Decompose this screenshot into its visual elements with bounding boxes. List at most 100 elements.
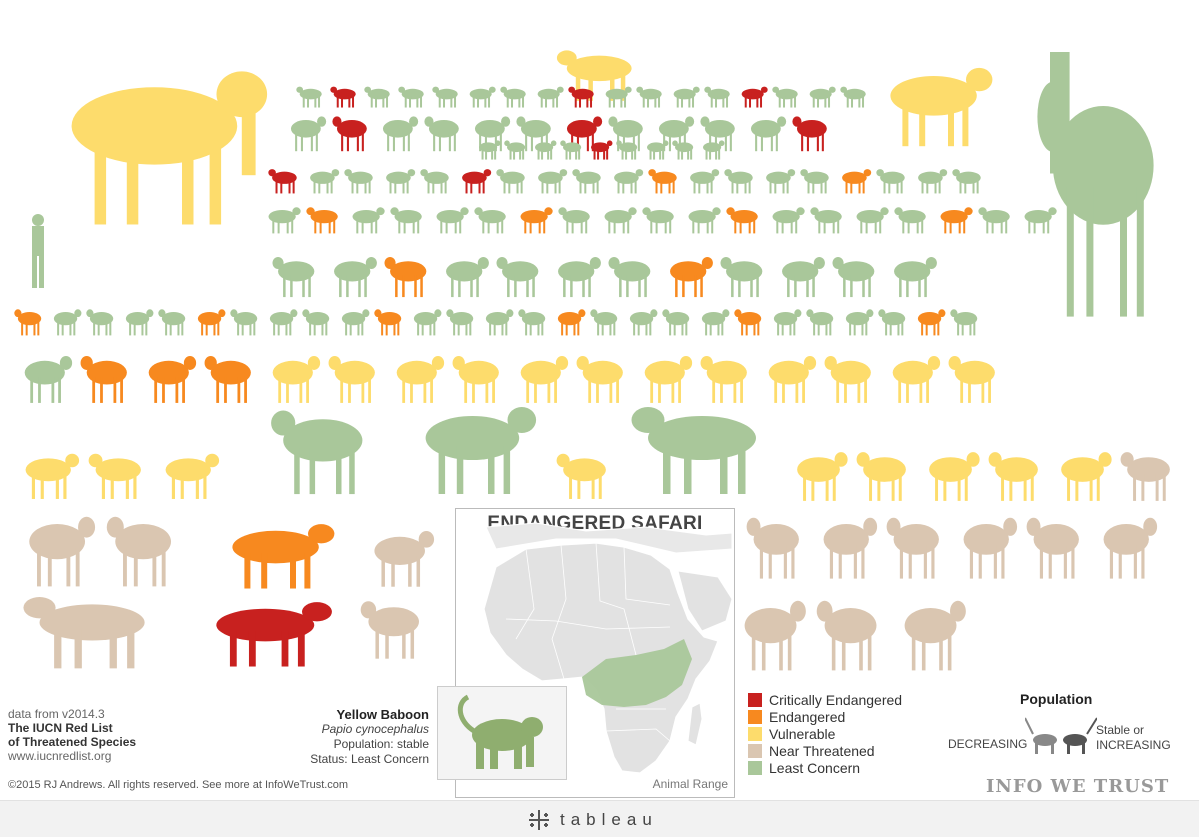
animal-silhouette[interactable] — [496, 169, 525, 194]
animal-silhouette[interactable] — [1026, 517, 1079, 579]
animal-silhouette[interactable] — [29, 516, 96, 587]
animal-silhouette[interactable] — [88, 453, 141, 499]
animal-silhouette[interactable] — [978, 207, 1010, 234]
animal-silhouette[interactable] — [452, 355, 499, 403]
animal-silhouette[interactable] — [396, 355, 445, 403]
animal-silhouette[interactable] — [726, 207, 758, 234]
animal-silhouette[interactable] — [334, 257, 377, 298]
animal-silhouette[interactable] — [636, 86, 662, 108]
animal-silhouette[interactable] — [80, 355, 127, 403]
animal-silhouette[interactable] — [469, 86, 496, 108]
animal-silhouette[interactable] — [892, 355, 941, 403]
animal-silhouette[interactable] — [1103, 517, 1158, 579]
legend-item-near-threatened[interactable]: Near Threatened — [748, 742, 902, 759]
animal-silhouette[interactable] — [644, 355, 693, 403]
animal-silhouette[interactable] — [918, 169, 948, 194]
animal-silhouette[interactable] — [840, 86, 866, 108]
animal-silhouette[interactable] — [272, 257, 315, 298]
animal-silhouette[interactable] — [741, 86, 768, 108]
animal-silhouette[interactable] — [125, 309, 154, 336]
animal-silhouette[interactable] — [750, 116, 787, 152]
animal-silhouette[interactable] — [496, 257, 539, 298]
animal-silhouette[interactable] — [766, 169, 796, 194]
animal-silhouette[interactable] — [662, 309, 690, 336]
animal-silhouette[interactable] — [809, 86, 836, 108]
animal-silhouette[interactable] — [25, 453, 80, 499]
animal-silhouette[interactable] — [332, 116, 367, 152]
animal-silhouette[interactable] — [148, 355, 197, 403]
animal-silhouette[interactable] — [876, 169, 905, 194]
animal-silhouette[interactable] — [23, 597, 145, 669]
animal-silhouette[interactable] — [700, 355, 747, 403]
animal-silhouette[interactable] — [950, 309, 978, 336]
animal-silhouette[interactable] — [792, 116, 827, 152]
animal-silhouette[interactable] — [878, 309, 906, 336]
animal-silhouette[interactable] — [14, 309, 42, 336]
animal-silhouette[interactable] — [672, 140, 694, 160]
animal-silhouette[interactable] — [832, 257, 875, 298]
animal-silhouette[interactable] — [845, 309, 874, 336]
animal-silhouette[interactable] — [940, 207, 973, 234]
animal-silhouette[interactable] — [382, 116, 419, 152]
animal-silhouette[interactable] — [614, 169, 644, 194]
animal-silhouette[interactable] — [558, 207, 590, 234]
animal-silhouette[interactable] — [165, 453, 220, 499]
legend-item-endangered[interactable]: Endangered — [748, 708, 902, 725]
animal-silhouette[interactable] — [556, 50, 632, 101]
animal-silhouette[interactable] — [806, 309, 834, 336]
animal-silhouette[interactable] — [384, 257, 427, 298]
animal-silhouette[interactable] — [86, 309, 114, 336]
animal-silhouette[interactable] — [158, 309, 186, 336]
animal-silhouette[interactable] — [1024, 207, 1057, 234]
animal-silhouette[interactable] — [703, 140, 725, 160]
animal-silhouette[interactable] — [797, 452, 848, 501]
animal-silhouette[interactable] — [271, 410, 363, 495]
animal-silhouette[interactable] — [518, 309, 546, 336]
animal-silhouette[interactable] — [773, 309, 802, 336]
animal-silhouette[interactable] — [485, 309, 514, 336]
animal-silhouette[interactable] — [724, 169, 753, 194]
animal-silhouette[interactable] — [670, 257, 713, 298]
animal-silhouette[interactable] — [557, 309, 586, 336]
animal-silhouette[interactable] — [425, 407, 537, 494]
animal-silhouette[interactable] — [520, 355, 569, 403]
animal-silhouette[interactable] — [500, 86, 526, 108]
animal-silhouette[interactable] — [310, 169, 340, 194]
animal-silhouette[interactable] — [768, 355, 817, 403]
animal-silhouette[interactable] — [537, 86, 564, 108]
animal-silhouette[interactable] — [608, 257, 651, 298]
animal-silhouette[interactable] — [904, 600, 966, 671]
animal-silhouette[interactable] — [24, 355, 73, 403]
animal-silhouette[interactable] — [823, 517, 878, 579]
animal-silhouette[interactable] — [272, 355, 321, 403]
animal-silhouette[interactable] — [734, 309, 762, 336]
animal-silhouette[interactable] — [917, 309, 946, 336]
animal-silhouette[interactable] — [629, 309, 658, 336]
animal-silhouette[interactable] — [424, 116, 459, 152]
animal-silhouette[interactable] — [1037, 52, 1154, 317]
animal-silhouette[interactable] — [269, 309, 298, 336]
animal-silhouette[interactable] — [616, 140, 638, 160]
animal-silhouette[interactable] — [520, 207, 553, 234]
animal-silhouette[interactable] — [572, 169, 601, 194]
animal-silhouette[interactable] — [782, 257, 825, 298]
animal-silhouette[interactable] — [701, 309, 730, 336]
animal-silhouette[interactable] — [1120, 452, 1170, 501]
animal-silhouette[interactable] — [658, 116, 695, 152]
animal-silhouette[interactable] — [352, 207, 385, 234]
attribution-link[interactable]: www.iucnredlist.org — [8, 749, 112, 763]
animal-silhouette[interactable] — [824, 355, 871, 403]
animal-silhouette[interactable] — [890, 67, 993, 147]
animal-silhouette[interactable] — [800, 169, 829, 194]
animal-silhouette[interactable] — [268, 169, 297, 194]
animal-silhouette[interactable] — [328, 355, 375, 403]
animal-silhouette[interactable] — [420, 169, 449, 194]
animal-silhouette[interactable] — [290, 116, 327, 152]
animal-silhouette[interactable] — [204, 355, 251, 403]
legend-item-critically-endangered[interactable]: Critically Endangered — [748, 691, 902, 708]
animal-silhouette[interactable] — [704, 86, 730, 108]
animal-silhouette[interactable] — [386, 169, 416, 194]
animal-silhouette[interactable] — [604, 207, 637, 234]
animal-silhouette[interactable] — [894, 207, 926, 234]
animal-silhouette[interactable] — [842, 169, 872, 194]
